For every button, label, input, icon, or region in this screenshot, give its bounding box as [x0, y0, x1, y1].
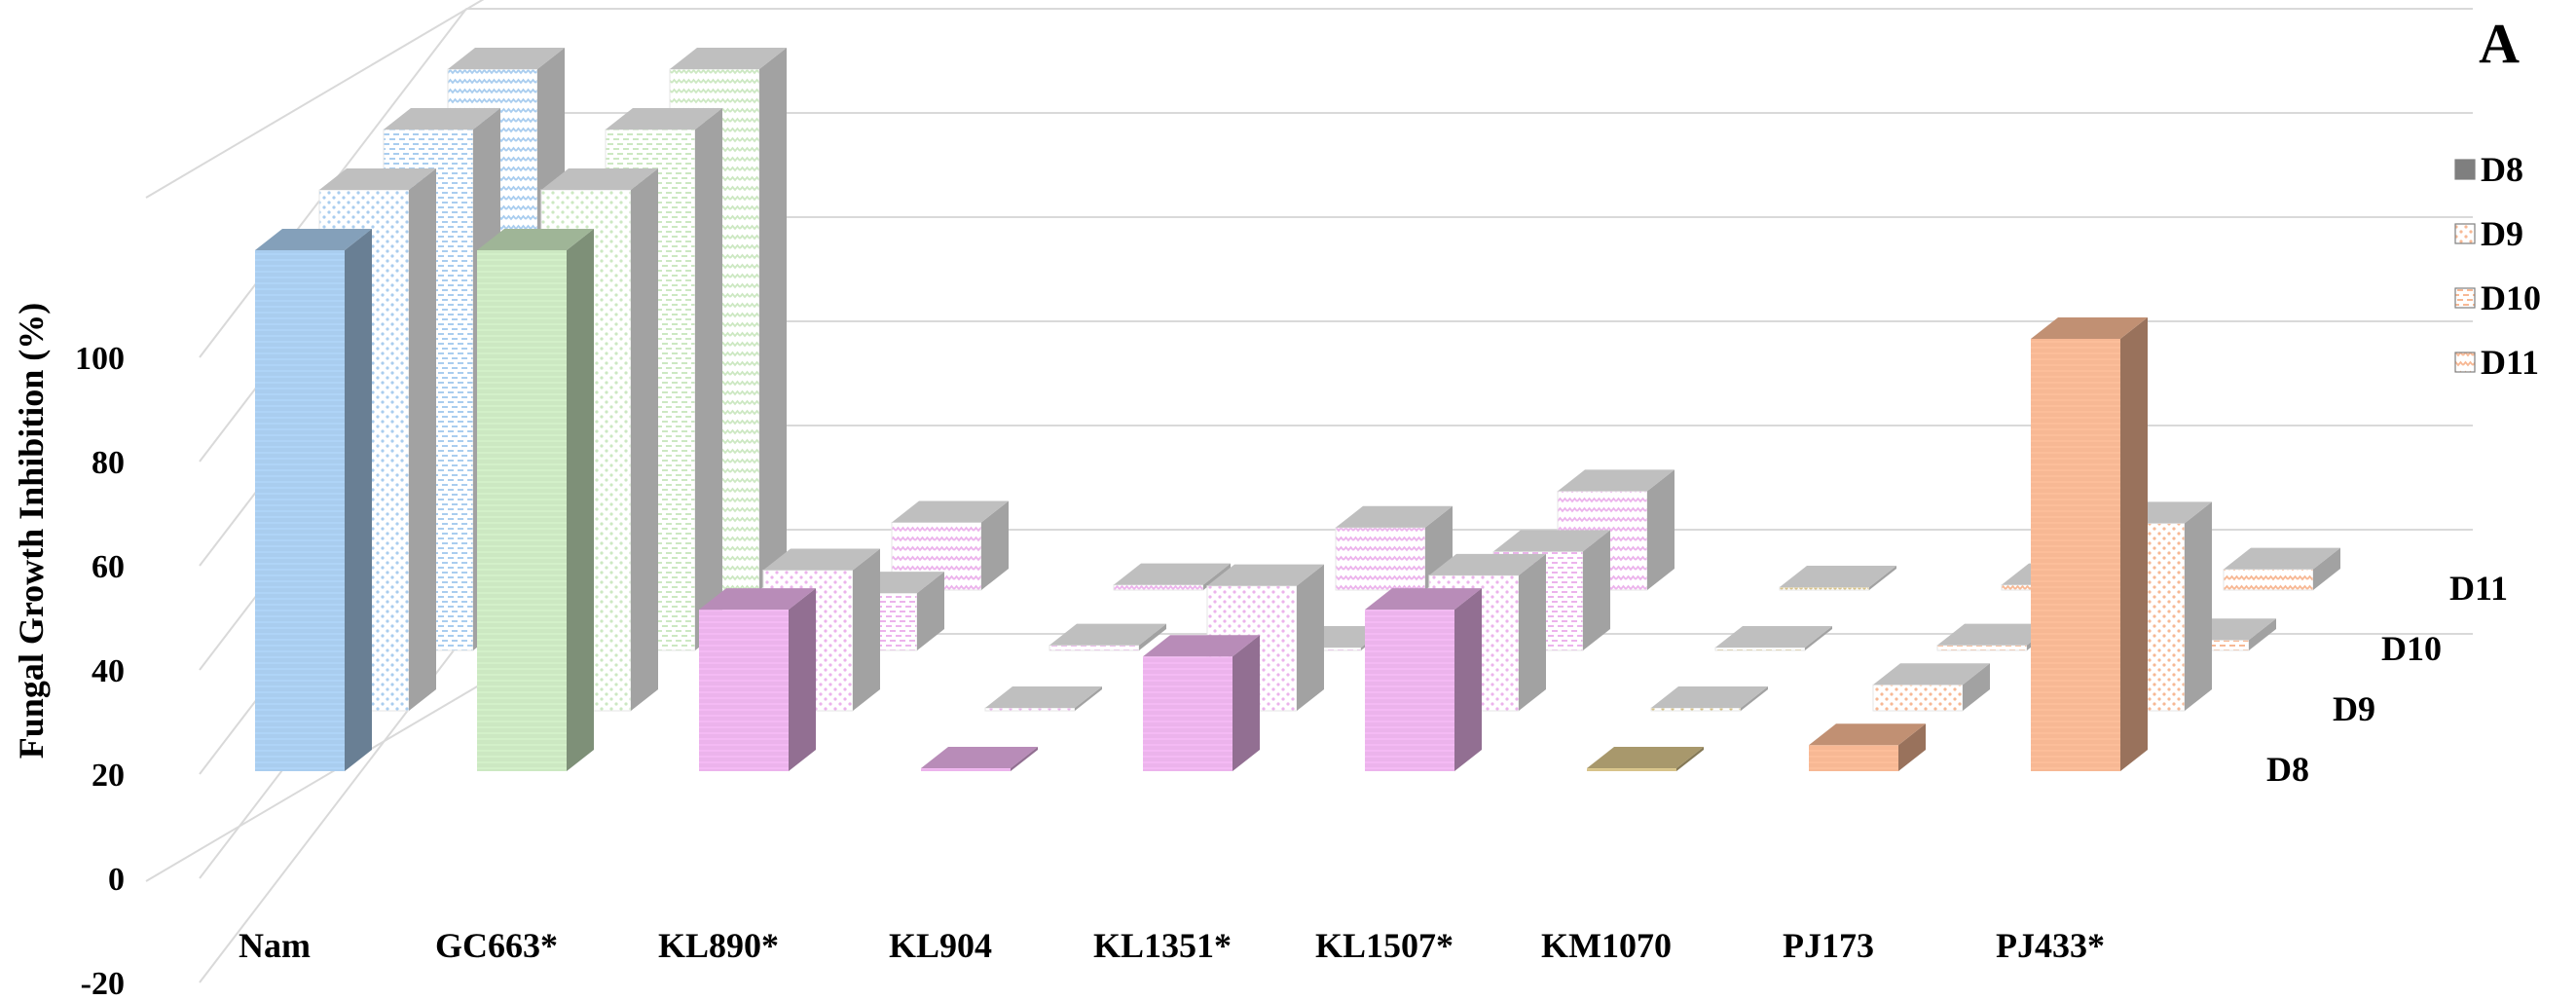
legend-swatch: [2454, 159, 2476, 180]
bars: [255, 48, 2340, 771]
y-tick-label: 20: [92, 758, 125, 794]
bar-KM1070-D11: [1779, 566, 1896, 591]
bar-KL1507*-D11: [1557, 469, 1674, 591]
y-tick-label: 0: [108, 862, 125, 898]
legend-entry: D8: [2481, 150, 2523, 189]
bar-PJ433*-D11: [2223, 547, 2340, 591]
category-label: Nam: [239, 926, 311, 965]
bar-PJ173-D9: [1872, 663, 1990, 712]
y-tick-label: -20: [81, 966, 125, 995]
bar-PJ173-D8: [1809, 723, 1926, 771]
depth-label: D9: [2333, 689, 2375, 728]
x-axis-categories: Nam GC663* KL890* KL904 KL1351* KL1507* KM1070…: [239, 926, 2105, 965]
bar-KL904-D9: [984, 686, 1102, 712]
y-axis: -20 0 20 40 60 80 100: [75, 341, 125, 1000]
bar-KL890*-D8: [699, 588, 816, 771]
legend: D8 D9 D10 D11: [2454, 150, 2541, 382]
bar-KL904-D11: [1113, 563, 1231, 591]
y-tick-label: 100: [75, 341, 125, 377]
legend-swatch: [2454, 352, 2476, 373]
category-label: PJ173: [1783, 926, 1874, 965]
y-tick-label: 60: [92, 549, 125, 585]
bar-KL1351*-D8: [1143, 635, 1260, 771]
category-label: KL890*: [658, 926, 779, 965]
bar-KL1351*-D11: [1335, 505, 1453, 591]
depth-label: D10: [2381, 629, 2442, 668]
bar-KL904-D10: [1049, 623, 1166, 651]
bar-KL904-D8: [921, 747, 1038, 771]
bar-Nam-D8: [255, 229, 372, 771]
y-axis-title: Fungal Growth Inhibition (%): [12, 303, 51, 759]
legend-swatch: [2454, 223, 2476, 244]
legend-entry: D11: [2481, 343, 2539, 382]
depth-label: D11: [2449, 569, 2508, 608]
bar-KM1070-D8: [1587, 747, 1704, 771]
y-tick-label: 40: [92, 653, 125, 689]
chart-floor: [145, 0, 501, 882]
bar-PJ433*-D8: [2031, 316, 2148, 771]
legend-entry: D10: [2481, 278, 2541, 317]
bar-KM1070-D9: [1650, 686, 1768, 712]
bar-KL1507*-D8: [1365, 588, 1482, 771]
category-label: GC663*: [435, 926, 558, 965]
y-tick-label: 80: [92, 445, 125, 481]
depth-label: D8: [2266, 750, 2309, 789]
category-label: KM1070: [1541, 926, 1672, 965]
category-label: KL904: [889, 926, 992, 965]
panel-label: A: [2479, 12, 2520, 75]
legend-swatch: [2454, 287, 2476, 309]
bar-GC663*-D8: [477, 229, 594, 771]
bar-KM1070-D10: [1714, 626, 1832, 651]
category-label: KL1507*: [1315, 926, 1454, 965]
category-label: KL1351*: [1093, 926, 1232, 965]
category-label: PJ433*: [1996, 926, 2105, 965]
legend-entry: D9: [2481, 214, 2523, 253]
